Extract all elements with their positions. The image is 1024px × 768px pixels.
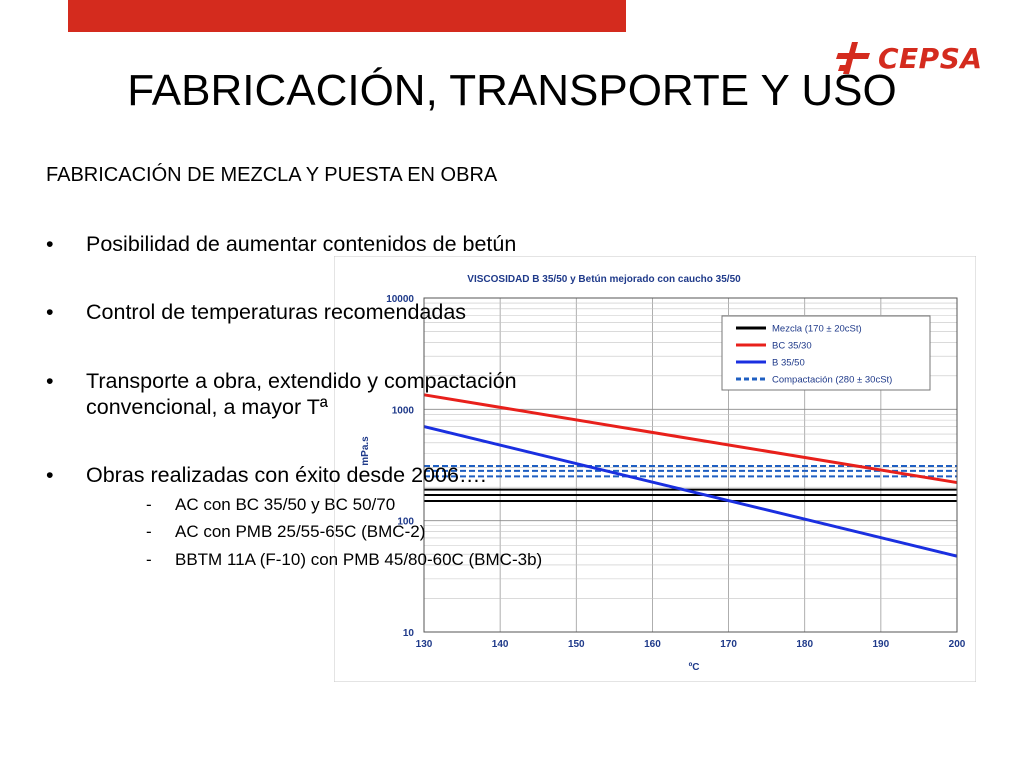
legend-label: B 35/50 [772,358,805,369]
brand-logo: CEPSA [832,38,992,78]
x-tick-label: 170 [720,639,737,650]
bullet-glyph: • [46,463,54,487]
y-tick-label: 100 [397,517,414,528]
bullet-glyph: • [46,232,54,256]
section-subheading: FABRICACIÓN DE MEZCLA Y PUESTA EN OBRA [46,164,498,186]
cepsa-flame-icon [836,42,870,74]
x-tick-label: 180 [796,639,813,650]
bullet-text: Transporte a obra, extendido y compactac… [86,369,517,393]
chart-legend: Mezcla (170 ± 20cSt) BC 35/30 B 35/50 Compa… [721,315,931,391]
y-tick-label: 10000 [386,294,414,305]
y-tick-label: 10 [403,628,415,639]
series-line [423,393,958,485]
x-tick-label: 200 [949,639,966,650]
x-tick-label: 140 [492,639,509,650]
bullet-text: Posibilidad de aumentar contenidos de be… [86,232,517,256]
x-tick-label: 150 [568,639,585,650]
chart-y-label: mPa.s [360,436,371,466]
legend-label: Compactación (280 ± 30cSt) [772,375,892,386]
series-line [423,425,958,558]
x-tick-label: 130 [416,639,433,650]
sub-bullet-glyph: - [146,522,152,541]
bullet-glyph: • [46,369,54,393]
sub-bullet-text: AC con BC 35/50 y BC 50/70 [175,495,396,514]
sub-bullet-text: BBTM 11A (F-10) con PMB 45/80-60C (BMC-3… [175,550,543,569]
viscosity-chart: VISCOSIDAD B 35/50 y Betún mejorado con … [334,256,976,682]
legend-label: Mezcla (170 ± 20cSt) [772,324,862,335]
legend-label: BC 35/30 [772,341,812,352]
chart-lines [423,393,958,558]
sub-bullet-glyph: - [146,495,152,514]
x-tick-label: 160 [644,639,661,650]
x-tick-label: 190 [873,639,890,650]
chart-title: VISCOSIDAD B 35/50 y Betún mejorado con … [467,274,741,285]
bullet-glyph: • [46,300,54,324]
bullet-text: Obras realizadas con éxito desde 2006…. [86,463,487,487]
y-tick-label: 1000 [392,405,415,416]
brand-name: CEPSA [878,42,983,75]
chart-x-label: ºC [689,662,700,673]
chart-bands [424,464,957,503]
bullet-text: convencional, a mayor Tª [86,395,328,419]
page-title: FABRICACIÓN, TRANSPORTE Y USO [127,66,897,115]
bullet-text: Control de temperaturas recomendadas [86,300,467,324]
sub-bullet-text: AC con PMB 25/55-65C (BMC-2) [175,522,426,541]
sub-bullet-glyph: - [146,550,152,569]
top-accent-bar [68,0,626,32]
plot-area-border [423,297,958,633]
chart-axes: 130 140 150 160 170 180 190 200 10 100 1000 10000 [386,294,966,650]
